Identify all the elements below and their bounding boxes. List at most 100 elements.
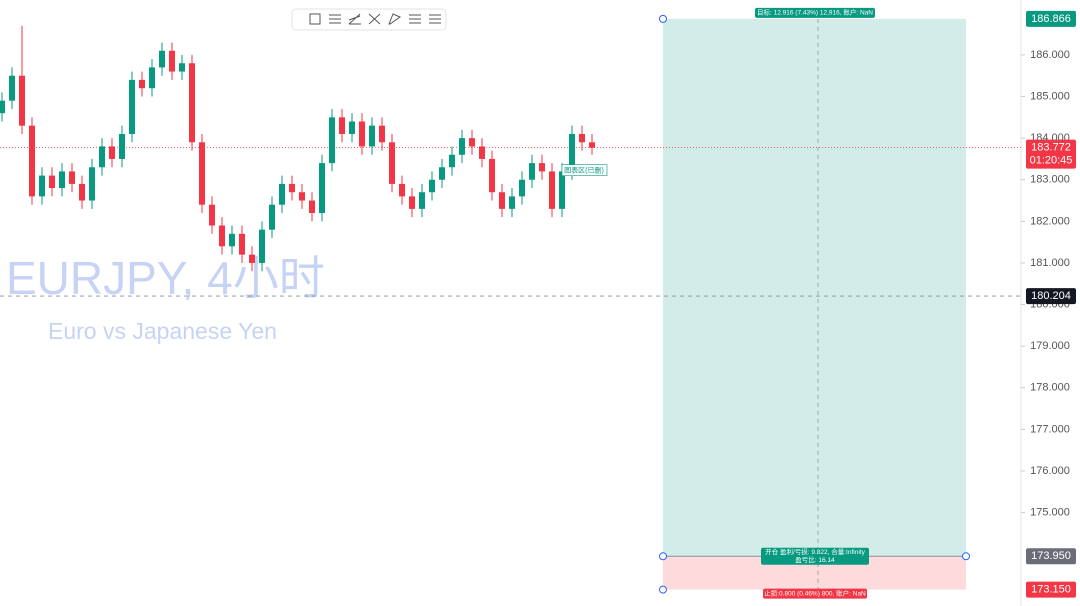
candle-body bbox=[189, 63, 195, 143]
candle-body bbox=[289, 183, 295, 193]
tool-icon[interactable] bbox=[409, 14, 421, 24]
candle-body bbox=[389, 142, 395, 184]
candle-body bbox=[469, 138, 475, 147]
candle-body bbox=[249, 254, 255, 263]
candle-body bbox=[429, 179, 435, 193]
entry-text-box bbox=[761, 547, 869, 565]
candle-body bbox=[259, 229, 265, 263]
y-tick-label: 176.000 bbox=[1030, 465, 1070, 477]
target-text: 目标: 12.916 (7.43%) 12,916, 账户: NaN bbox=[757, 8, 873, 17]
entry-price-tag-box bbox=[1026, 548, 1076, 565]
candle-body bbox=[99, 146, 105, 168]
candle-body bbox=[109, 146, 115, 159]
candle-body bbox=[219, 225, 225, 247]
candle-body bbox=[409, 196, 415, 209]
tool-icon[interactable] bbox=[388, 13, 402, 25]
drawing-toolbar[interactable] bbox=[291, 8, 447, 31]
candle-body bbox=[449, 154, 455, 168]
tool-icon[interactable] bbox=[429, 14, 441, 24]
candle-body bbox=[479, 146, 485, 159]
candle-body bbox=[369, 125, 375, 147]
tool-icon[interactable] bbox=[348, 13, 361, 25]
drawing-label: 图表区(已删) bbox=[564, 166, 604, 175]
last-price-tag: 01:20:45 bbox=[1030, 155, 1073, 167]
stop-text-box bbox=[763, 588, 867, 599]
candle-body bbox=[329, 117, 335, 164]
candle-body bbox=[359, 121, 365, 147]
y-tick-label: 177.000 bbox=[1030, 423, 1070, 435]
candle-body bbox=[309, 200, 315, 214]
y-tick-label: 183.000 bbox=[1030, 174, 1070, 186]
candle-body bbox=[439, 167, 445, 180]
candle-body bbox=[589, 142, 595, 148]
tool-icon[interactable] bbox=[309, 13, 321, 25]
stop-price-tag-box bbox=[1026, 581, 1076, 598]
candle-body bbox=[29, 125, 35, 197]
candle-body bbox=[0, 100, 5, 114]
candle-body bbox=[19, 75, 25, 126]
entry-text: 盈亏比: 16.14 bbox=[795, 555, 835, 564]
y-tick-label: 178.000 bbox=[1030, 382, 1070, 394]
candle-body bbox=[69, 171, 75, 184]
target-price-tag: 186.866 bbox=[1031, 13, 1071, 25]
toolbar-box bbox=[291, 8, 447, 31]
candle-body bbox=[239, 233, 245, 255]
candle-body bbox=[299, 192, 305, 201]
candle-body bbox=[279, 183, 285, 205]
candle-body bbox=[419, 192, 425, 209]
y-tick-label: 179.000 bbox=[1030, 340, 1070, 352]
handle bbox=[659, 552, 667, 561]
candle-body bbox=[579, 133, 585, 143]
candle-body bbox=[549, 171, 555, 209]
stop-text: 止损:0.800 (0.46%) 800, 账户: NaN bbox=[764, 588, 866, 597]
candle-body bbox=[169, 50, 175, 72]
target-text-box bbox=[755, 7, 875, 18]
y-tick-label: 185.000 bbox=[1030, 90, 1070, 102]
candle-body bbox=[529, 163, 535, 180]
handle bbox=[659, 585, 667, 594]
candle-body bbox=[79, 183, 85, 201]
candle-body bbox=[149, 67, 155, 89]
crosshair-price-tag-box bbox=[1026, 288, 1076, 305]
last-price-tag-box bbox=[1026, 139, 1076, 169]
candle-body bbox=[269, 204, 275, 230]
entry-price-tag: 173.950 bbox=[1031, 550, 1071, 562]
candle-body bbox=[119, 133, 125, 159]
entry-text: 开仓 盈利/亏损: 9.822, 合量:Infinity bbox=[765, 547, 865, 556]
candle-body bbox=[59, 171, 65, 189]
candle-body bbox=[339, 117, 345, 134]
profit-zone bbox=[663, 18, 966, 557]
crosshair-price-tag: 180.204 bbox=[1031, 290, 1071, 302]
candle-body bbox=[89, 167, 95, 201]
candle-body bbox=[159, 50, 165, 68]
candle-body bbox=[509, 196, 515, 209]
candle-body bbox=[229, 233, 235, 247]
y-tick-label: 186.000 bbox=[1030, 49, 1070, 61]
candle-body bbox=[459, 138, 465, 155]
tool-icon[interactable] bbox=[368, 13, 381, 25]
drawing-label-box bbox=[561, 164, 608, 177]
candle-body bbox=[519, 179, 525, 197]
candle-body bbox=[179, 63, 185, 72]
target-price-tag-box bbox=[1026, 10, 1076, 27]
y-tick-label: 175.000 bbox=[1030, 506, 1070, 518]
candle-body bbox=[559, 171, 565, 209]
candle-body bbox=[199, 142, 205, 205]
candle-body bbox=[539, 163, 545, 172]
candle-body bbox=[39, 175, 45, 197]
stop-price-tag: 173.150 bbox=[1031, 583, 1071, 595]
candle-body bbox=[379, 125, 385, 143]
candle-body bbox=[319, 163, 325, 214]
candle-body bbox=[569, 133, 575, 172]
handle bbox=[962, 552, 970, 561]
candle-body bbox=[399, 183, 405, 197]
last-price-tag: 183.772 bbox=[1031, 142, 1071, 154]
candle-body bbox=[139, 79, 145, 89]
candle-body bbox=[9, 75, 15, 101]
candle-body bbox=[49, 175, 55, 189]
tool-icon[interactable] bbox=[329, 14, 341, 24]
candle-body bbox=[349, 121, 355, 134]
y-tick-label: 181.000 bbox=[1030, 257, 1070, 269]
